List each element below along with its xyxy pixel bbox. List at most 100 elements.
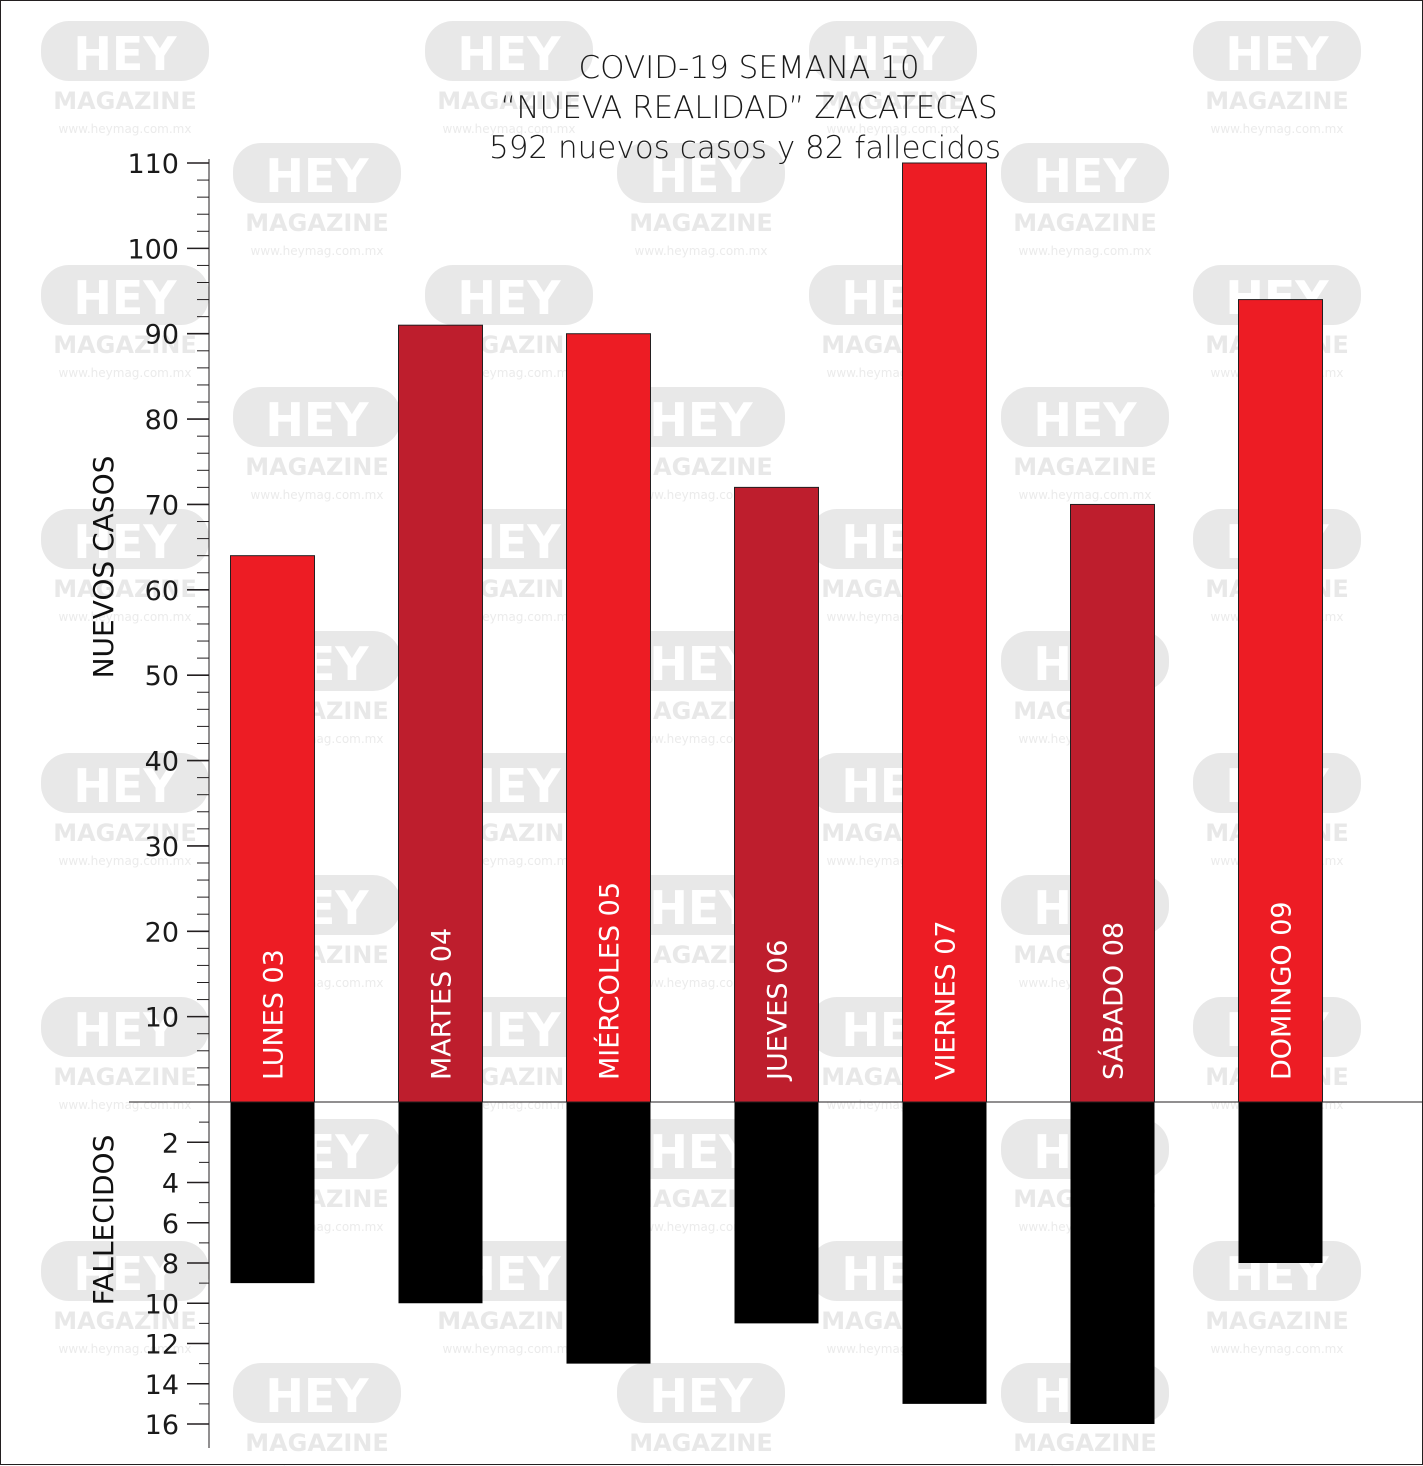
y-axis-title-deaths: FALLECIDOS [87, 1135, 120, 1306]
y-tick-label-cases: 90 [145, 320, 179, 351]
watermark-badge [617, 1363, 785, 1423]
watermark-url: www.heymag.com.mx [59, 854, 192, 868]
bar-cases [398, 324, 483, 1103]
watermark-brand-bottom: MAGAZINE [629, 1429, 773, 1457]
watermark-brand-bottom: MAGAZINE [53, 819, 197, 847]
bar-day-label: SÁBADO 08 [1098, 922, 1130, 1080]
watermark-brand-bottom: MAGAZINE [53, 331, 197, 359]
watermark-url: www.heymag.com.mx [1019, 488, 1152, 502]
watermark-brand-bottom: MAGAZINE [53, 1307, 197, 1335]
watermark-badge [809, 21, 977, 81]
watermark-badge [41, 265, 209, 325]
y-tick-label-cases: 10 [145, 1003, 179, 1034]
watermark-url: www.heymag.com.mx [59, 1342, 192, 1356]
watermark-brand-bottom: MAGAZINE [245, 453, 389, 481]
watermark-badge [41, 753, 209, 813]
y-axis-title-cases: NUEVOS CASOS [87, 456, 120, 679]
watermark-url: www.heymag.com.mx [827, 122, 960, 136]
watermark-brand-top: HEY [457, 271, 561, 325]
watermark-badge [1001, 387, 1169, 447]
watermark-badge [617, 387, 785, 447]
watermark-url: www.heymag.com.mx [443, 122, 576, 136]
bars-layer: LUNES 03 MARTES 04 MIÉRCOLES 05 JUEVES 06 VI… [230, 162, 1323, 1424]
watermark-badge [41, 509, 209, 569]
watermark-brand-top: HEY [649, 393, 753, 447]
watermark-brand-top: HEY [73, 1003, 177, 1057]
watermark-brand-top: HEY [73, 271, 177, 325]
bar-day-label: MARTES 04 [427, 928, 458, 1080]
watermark-badge [1193, 21, 1361, 81]
watermark-badge [425, 265, 593, 325]
watermark-brand-top: HEY [73, 1247, 177, 1301]
watermark-brand-top: HEY [265, 393, 369, 447]
watermark-url: www.heymag.com.mx [251, 244, 384, 258]
watermark-brand-bottom: MAGAZINE [629, 209, 773, 237]
watermark-brand-bottom: MAGAZINE [1013, 453, 1157, 481]
watermark-brand-bottom: MAGAZINE [629, 453, 773, 481]
y-tick-label-deaths: 10 [145, 1289, 179, 1320]
y-tick-label-deaths: 14 [145, 1370, 179, 1401]
y-tick-label-cases: 60 [145, 576, 179, 607]
bar-day-label: VIERNES 07 [931, 920, 962, 1080]
watermark-brand-bottom: MAGAZINE [1013, 209, 1157, 237]
watermark-brand-top: HEY [73, 27, 177, 81]
bar-deaths [566, 1102, 651, 1364]
watermark-url: www.heymag.com.mx [443, 1342, 576, 1356]
watermark-brand-top: HEY [457, 27, 561, 81]
bar-cases [230, 555, 315, 1103]
watermark-brand-top: HEY [649, 1369, 753, 1423]
y-tick-label-cases: 100 [127, 234, 179, 265]
watermark-brand-bottom: MAGAZINE [53, 87, 197, 115]
bar-day-label: JUEVES 06 [763, 940, 794, 1082]
watermark-brand-bottom: MAGAZINE [1013, 1429, 1157, 1457]
bar-cases [902, 162, 987, 1103]
watermark-brand-bottom: MAGAZINE [53, 1063, 197, 1091]
watermark-url: www.heymag.com.mx [251, 488, 384, 502]
y-tick-label-cases: 50 [145, 661, 179, 692]
bar-cases [566, 333, 651, 1103]
watermark-brand-top: HEY [265, 1369, 369, 1423]
watermark-brand-top: HEY [1033, 149, 1137, 203]
bar-deaths [230, 1102, 315, 1284]
watermark-brand-bottom: MAGAZINE [437, 1307, 581, 1335]
y-tick-label-deaths: 6 [162, 1209, 179, 1240]
bar-deaths [398, 1102, 483, 1304]
watermark-logo: HEY MAGAZINE www.heymag.com.mx [41, 509, 209, 624]
watermark-badge [233, 143, 401, 203]
watermark-logo: HEY MAGAZINE www.heymag.com.mx [809, 21, 977, 136]
watermark-brand-top: HEY [73, 515, 177, 569]
watermark-brand-top: HEY [1225, 27, 1329, 81]
title-line-2: “NUEVA REALIDAD” ZACATECAS [500, 90, 997, 126]
watermark-brand-top: HEY [841, 27, 945, 81]
chart-title: COVID-19 SEMANA 10 “NUEVA REALIDAD” ZACA… [489, 50, 1001, 166]
watermark-brand-bottom: MAGAZINE [245, 1429, 389, 1457]
title-line-1: COVID-19 SEMANA 10 [578, 50, 919, 86]
watermark-url: www.heymag.com.mx [59, 610, 192, 624]
watermark-brand-bottom: MAGAZINE [1205, 87, 1349, 115]
bar-deaths [902, 1102, 987, 1404]
watermark-badge [1001, 143, 1169, 203]
y-tick-label-cases: 110 [127, 149, 179, 180]
y-tick-label-deaths: 2 [162, 1128, 179, 1159]
watermark-brand-bottom: MAGAZINE [245, 209, 389, 237]
watermark-brand-bottom: MAGAZINE [1205, 1307, 1349, 1335]
y-tick-label-deaths: 16 [145, 1410, 179, 1441]
bar-deaths [734, 1102, 819, 1324]
watermark-brand-bottom: MAGAZINE [53, 575, 197, 603]
watermark-badge [41, 1241, 209, 1301]
y-tick-label-deaths: 12 [145, 1330, 179, 1361]
watermark-brand-bottom: MAGAZINE [821, 87, 965, 115]
title-line-3: 592 nuevos casos y 82 fallecidos [489, 130, 1001, 166]
bar-day-label: MIÉRCOLES 05 [594, 882, 626, 1080]
y-tick-label-cases: 40 [145, 747, 179, 778]
